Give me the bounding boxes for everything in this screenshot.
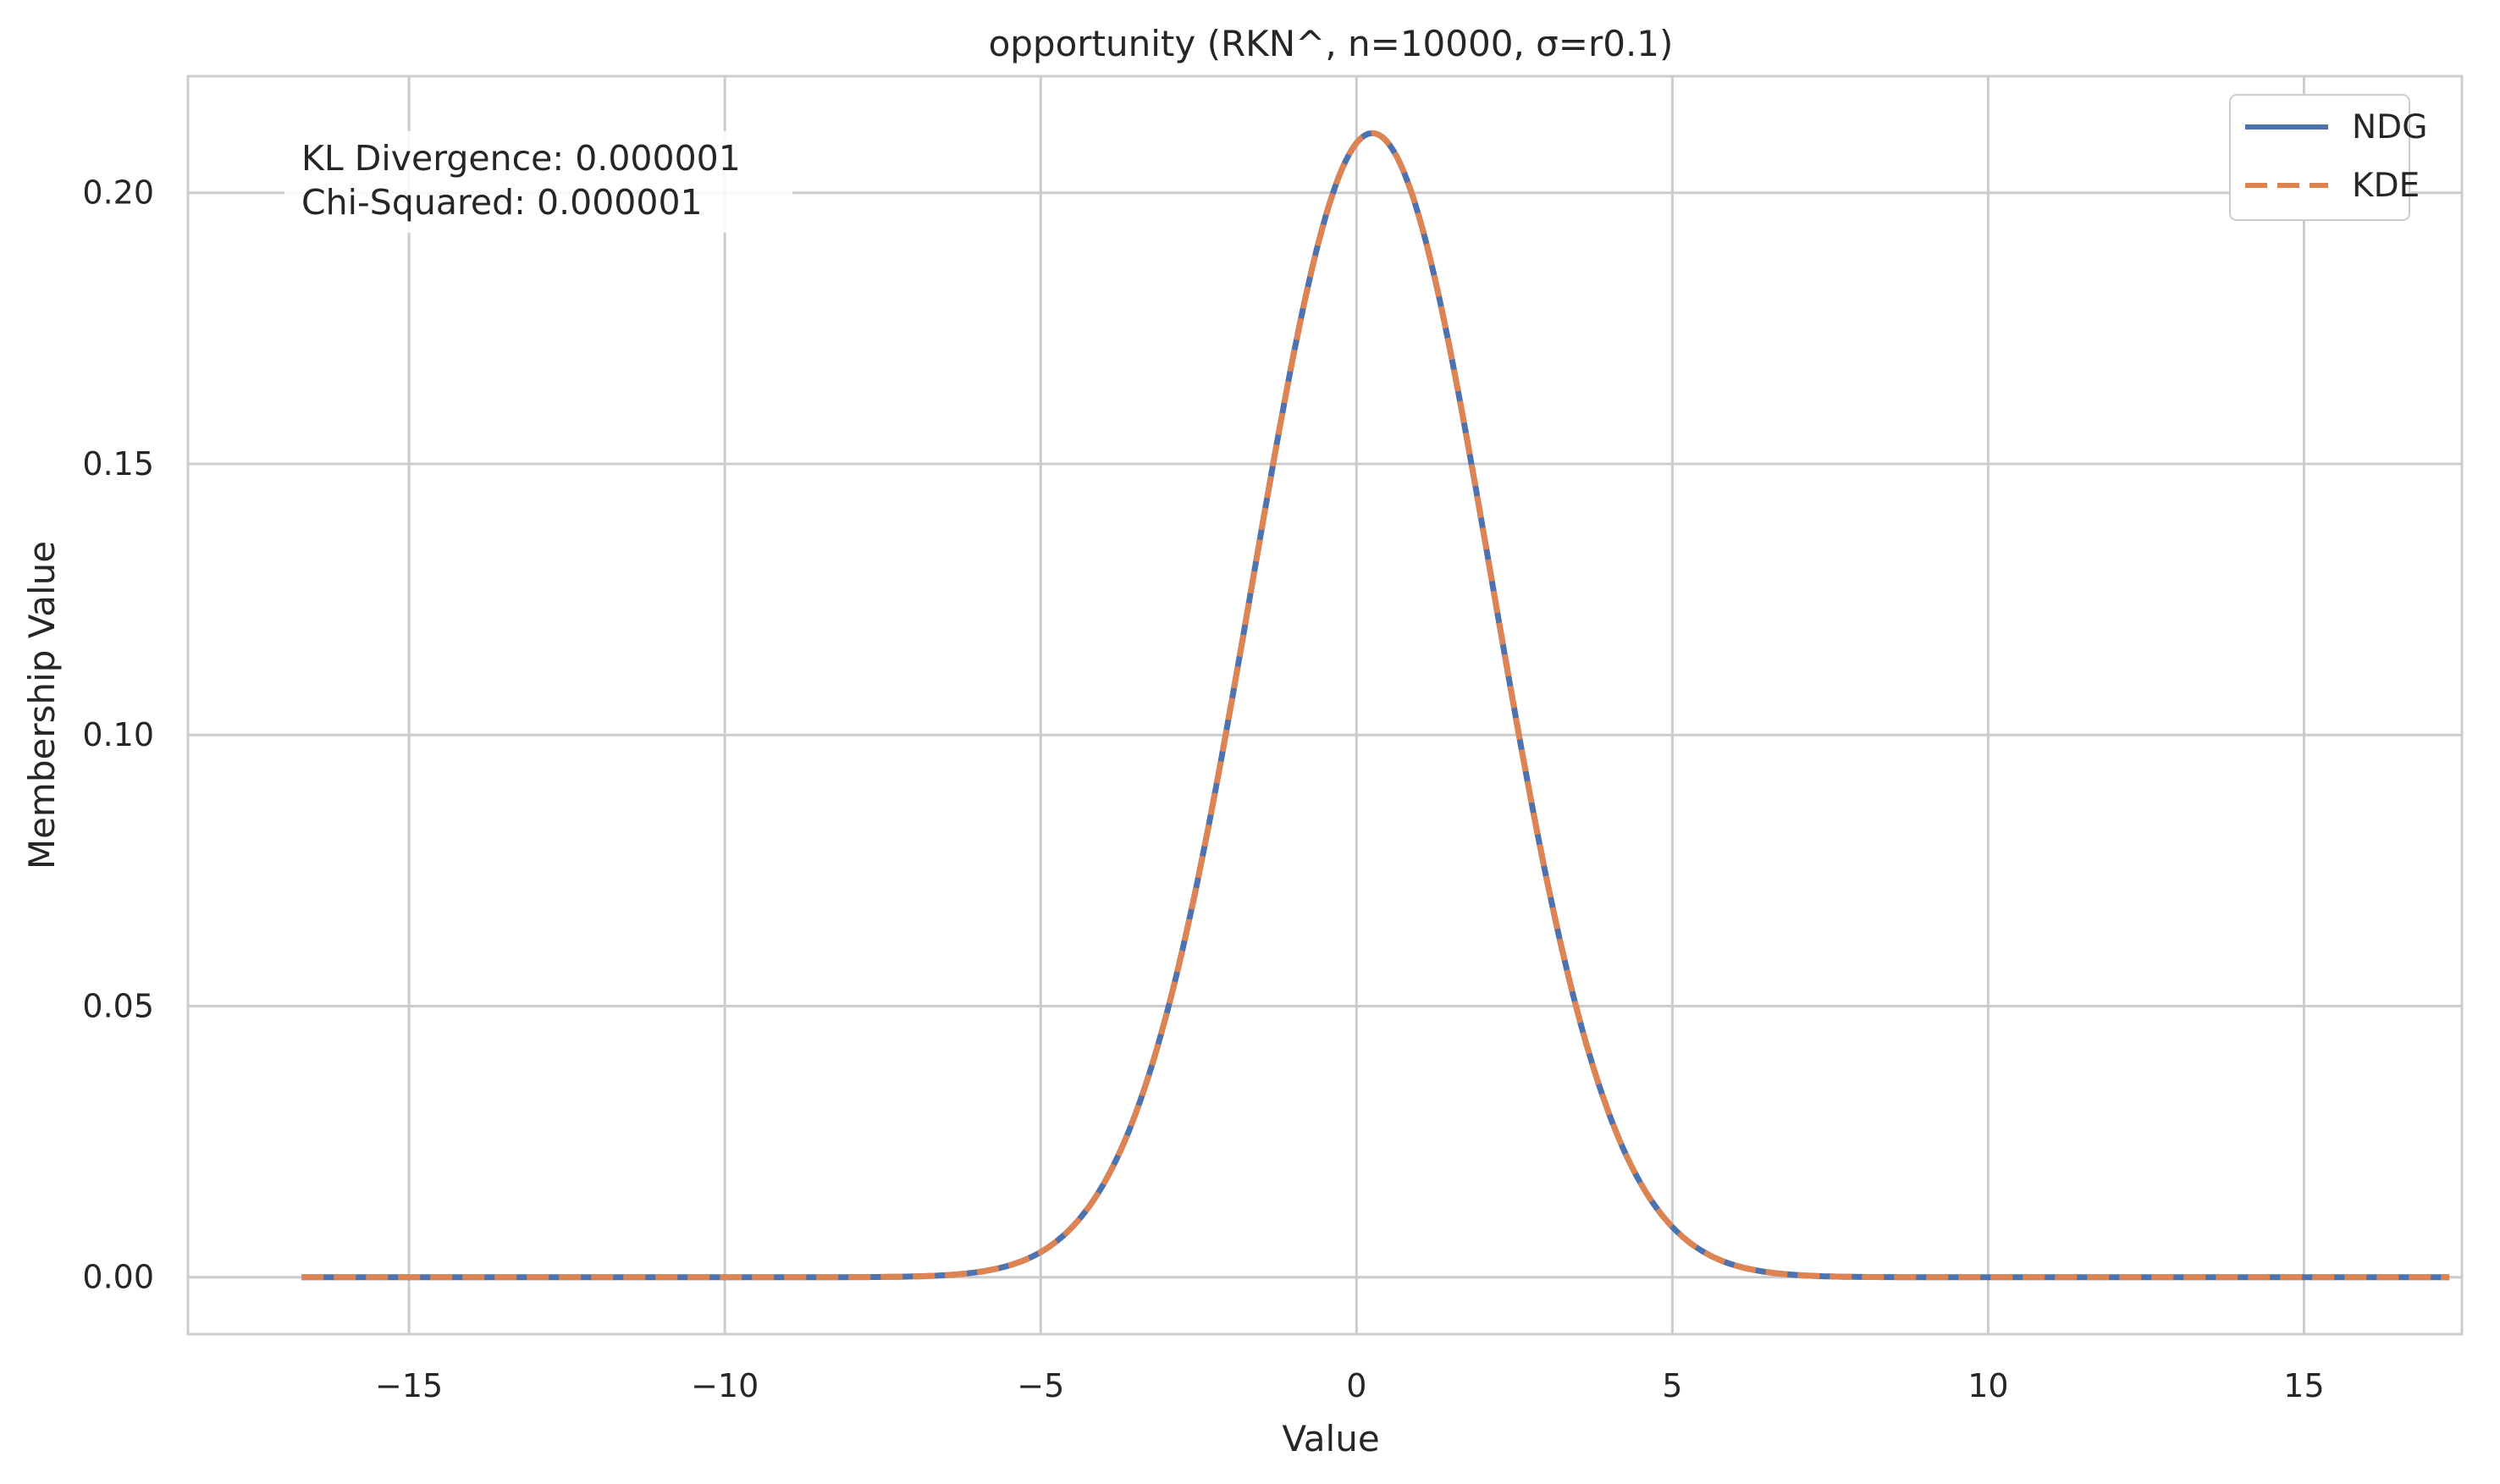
x-tick-label: −5 bbox=[1017, 1367, 1064, 1404]
x-axis-label: Value bbox=[1282, 1418, 1379, 1459]
x-tick-label: 0 bbox=[1346, 1367, 1366, 1404]
x-tick-label: 10 bbox=[1967, 1367, 2008, 1404]
plot-background bbox=[188, 76, 2462, 1334]
y-axis-label: Membership Value bbox=[21, 541, 63, 869]
x-tick-label: −10 bbox=[691, 1367, 759, 1404]
legend: NDG KDE bbox=[2229, 94, 2427, 221]
y-tick-label: 0.05 bbox=[82, 987, 154, 1024]
annotation-box bbox=[284, 131, 792, 233]
chi-squared-text: Chi-Squared: 0.000001 bbox=[301, 182, 703, 223]
y-tick-label: 0.20 bbox=[82, 174, 154, 212]
y-axis: 0.00 0.05 0.10 0.15 0.20 bbox=[82, 174, 154, 1296]
x-tick-label: −15 bbox=[375, 1367, 443, 1404]
chart-title: opportunity (RKN^, n=10000, σ=r0.1) bbox=[989, 23, 1674, 64]
y-tick-label: 0.15 bbox=[82, 445, 154, 483]
plot-frame bbox=[186, 74, 2464, 1336]
kl-divergence-text: KL Divergence: 0.000001 bbox=[301, 138, 741, 179]
x-tick-label: 5 bbox=[1662, 1367, 1682, 1404]
legend-label-kde: KDE bbox=[2352, 167, 2420, 205]
stats-annotation: KL Divergence: 0.000001 Chi-Squared: 0.0… bbox=[284, 131, 792, 233]
series-line-kde bbox=[301, 130, 2450, 1281]
y-tick-label: 0.00 bbox=[82, 1259, 154, 1296]
x-tick-label: 15 bbox=[2283, 1367, 2324, 1404]
x-axis: −15 −10 −5 0 5 10 15 bbox=[375, 1367, 2325, 1404]
legend-label-ndg: NDG bbox=[2352, 108, 2427, 146]
y-tick-label: 0.10 bbox=[82, 716, 154, 753]
series-lines bbox=[301, 130, 2450, 1281]
